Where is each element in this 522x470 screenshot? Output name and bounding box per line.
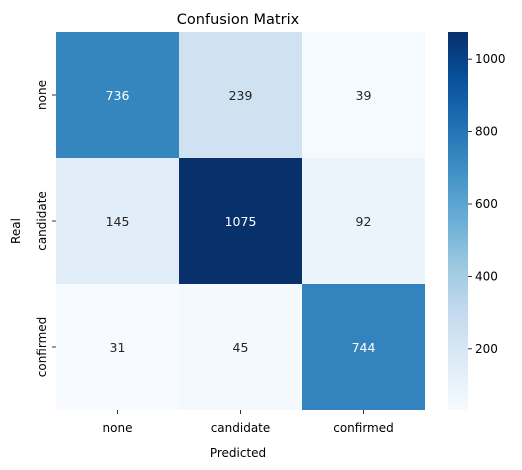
cell-value-label: 1075 [225, 214, 257, 229]
x-tick-label: none [103, 421, 133, 435]
chart-title: Confusion Matrix [177, 12, 300, 28]
cell-value-label: 92 [356, 214, 372, 229]
colorbar [448, 32, 468, 410]
cell-value-label: 239 [229, 88, 253, 103]
cell-value-label: 744 [352, 340, 376, 355]
colorbar-tick-label: 1000 [475, 52, 506, 66]
y-tick-label: confirmed [35, 317, 49, 378]
y-axis-label: Real [9, 218, 23, 244]
colorbar-tick-label: 800 [475, 125, 498, 139]
x-axis-label: Predicted [210, 446, 266, 460]
cell-value-label: 39 [356, 88, 372, 103]
heatmap-cell [56, 32, 179, 158]
y-tick-label: candidate [35, 191, 49, 251]
y-axis-ticks: none candidate confirmed [35, 80, 56, 377]
colorbar-tick-label: 400 [475, 269, 498, 283]
heatmap-cells: 736 239 39 145 1075 92 31 45 744 [56, 32, 425, 410]
heatmap-cell [179, 158, 302, 284]
heatmap-cell [56, 284, 179, 410]
x-axis-ticks: none candidate confirmed [103, 410, 394, 435]
heatmap-cell [179, 284, 302, 410]
x-tick-label: candidate [211, 421, 271, 435]
colorbar-tick-label: 600 [475, 197, 498, 211]
y-tick-label: none [35, 80, 49, 110]
x-tick-label: confirmed [333, 421, 394, 435]
heatmap-cell [56, 158, 179, 284]
heatmap-cell [302, 158, 425, 284]
colorbar-tick-label: 200 [475, 342, 498, 356]
cell-value-label: 45 [233, 340, 249, 355]
cell-value-label: 31 [110, 340, 126, 355]
heatmap-cell [302, 32, 425, 158]
colorbar-ticks: 200 400 600 800 1000 [468, 52, 506, 356]
cell-value-label: 145 [106, 214, 130, 229]
heatmap-cell [179, 32, 302, 158]
cell-value-label: 736 [106, 88, 130, 103]
heatmap-cell [302, 284, 425, 410]
